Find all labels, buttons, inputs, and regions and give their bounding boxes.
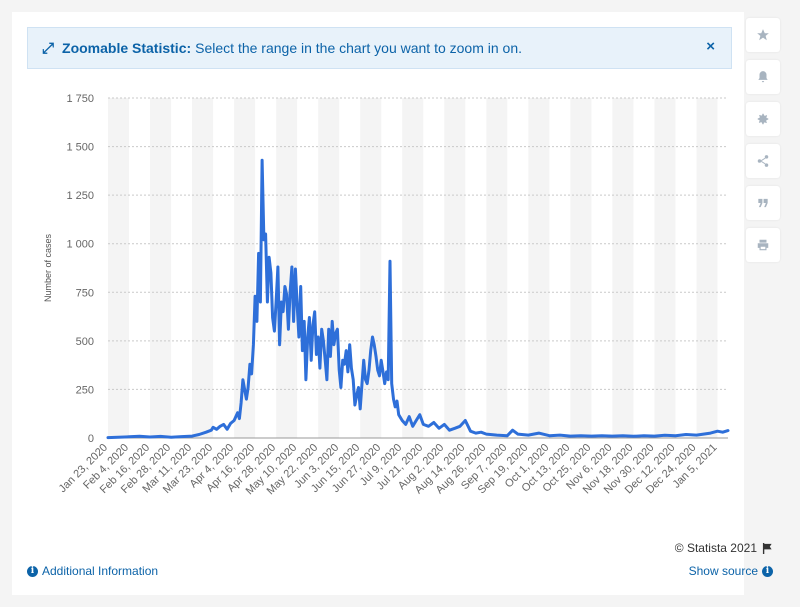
print-icon <box>757 239 769 251</box>
show-source-link[interactable]: Show source i <box>689 564 773 578</box>
grid-band <box>402 98 424 438</box>
banner-text: Select the range in the chart you want t… <box>195 40 523 56</box>
favorite-button[interactable] <box>746 18 780 52</box>
info-icon: i <box>762 565 773 577</box>
star-icon <box>757 29 769 41</box>
expand-arrows-icon: ⤢ <box>42 39 55 57</box>
y-tick-label: 750 <box>76 287 94 299</box>
grid-band <box>570 98 592 438</box>
settings-button[interactable] <box>746 102 780 136</box>
y-axis-label: Number of cases <box>43 233 53 302</box>
y-tick-label: 500 <box>76 336 94 348</box>
additional-information-label: Additional Information <box>42 564 159 578</box>
grid-band <box>528 98 550 438</box>
show-source-label: Show source <box>688 564 758 578</box>
info-icon: i <box>27 565 38 577</box>
flag-icon <box>762 542 772 554</box>
gear-icon <box>757 113 769 125</box>
grid-band <box>192 98 214 438</box>
additional-information-link[interactable]: i Additional Information <box>27 564 158 578</box>
share-icon <box>757 155 769 167</box>
close-icon[interactable]: × <box>706 38 715 55</box>
grid-band <box>486 98 508 438</box>
grid-band <box>318 98 340 438</box>
copyright-text: © Statista 2021 <box>674 541 757 555</box>
quote-icon <box>758 198 768 208</box>
bell-icon <box>758 71 768 83</box>
action-sidebar <box>746 18 780 270</box>
notification-button[interactable] <box>746 60 780 94</box>
y-tick-label: 1 250 <box>66 190 94 202</box>
y-tick-label: 1 750 <box>66 93 94 105</box>
share-button[interactable] <box>746 144 780 178</box>
series-line <box>106 158 730 440</box>
grid-band <box>654 98 676 438</box>
grid-band <box>696 98 718 438</box>
grid-band <box>444 98 466 438</box>
zoomable-banner: ⤢ Zoomable Statistic: Select the range i… <box>27 27 732 69</box>
grid-band <box>360 98 382 438</box>
cite-button[interactable] <box>746 186 780 220</box>
y-tick-label: 250 <box>76 384 94 396</box>
grid-band <box>276 98 298 438</box>
y-tick-label: 1 000 <box>66 239 94 251</box>
grid-band <box>108 98 130 438</box>
print-button[interactable] <box>746 228 780 262</box>
grid-band <box>150 98 172 438</box>
grid-band <box>234 98 256 438</box>
y-tick-label: 0 <box>88 433 94 445</box>
y-tick-label: 1 500 <box>66 142 94 154</box>
copyright: © Statista 2021 <box>675 541 773 555</box>
banner-title: Zoomable Statistic: <box>62 40 192 56</box>
grid-band <box>612 98 634 438</box>
